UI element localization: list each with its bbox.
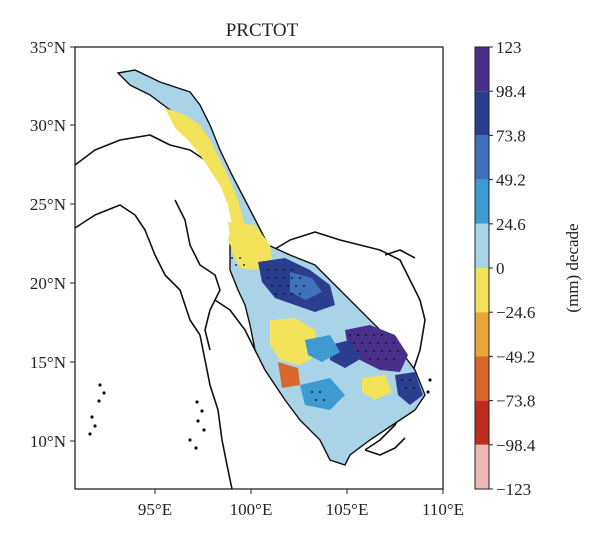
map-title: PRCTOT	[226, 20, 299, 41]
x-axis: 95°E 100°E 105°E 110°E	[138, 489, 464, 519]
y-tick-label: 35°N	[30, 38, 66, 57]
basin-trend-field	[116, 69, 426, 466]
colorbar-tick-label: 49.2	[496, 171, 526, 190]
colorbar-segment	[475, 47, 489, 92]
y-tick-label: 20°N	[30, 274, 66, 293]
colorbar-tick-label: −123	[496, 480, 531, 499]
colorbar-tick-label: −98.4	[496, 436, 536, 455]
y-tick-label: 30°N	[30, 116, 66, 135]
colorbar-tick-label: −49.2	[496, 347, 535, 366]
colorbar-segment	[475, 223, 489, 268]
x-tick-label: 110°E	[422, 500, 464, 519]
y-tick-label: 25°N	[30, 195, 66, 214]
x-tick-label: 95°E	[138, 500, 172, 519]
colorbar-tick-label: 24.6	[496, 215, 526, 234]
colorbar-tick-label: 98.4	[496, 82, 526, 101]
colorbar-label: (mm) decade	[563, 223, 582, 312]
colorbar-segment	[475, 135, 489, 180]
colorbar-segment	[475, 179, 489, 224]
colorbar-segment	[475, 356, 489, 401]
colorbar-tick-label: −73.8	[496, 392, 535, 411]
colorbar-ticks: 123 98.4 73.8 49.2 24.6 0 −24.6 −49.2 −73.8 −98.4…	[489, 38, 536, 499]
colorbar-tick-label: 73.8	[496, 126, 526, 145]
colorbar-segments	[475, 47, 489, 489]
coastline-dots	[88, 378, 432, 450]
colorbar-tick-label: 123	[496, 38, 522, 57]
colorbar-segment	[475, 444, 489, 489]
colorbar-segment	[475, 312, 489, 357]
colorbar-segment	[475, 268, 489, 313]
significance-stipple	[231, 257, 415, 401]
x-tick-label: 100°E	[230, 500, 273, 519]
y-axis: 35°N 30°N 25°N 20°N 15°N 10°N	[30, 38, 75, 451]
colorbar-segment	[475, 91, 489, 136]
colorbar-tick-label: −24.6	[496, 303, 535, 322]
colorbar: 123 98.4 73.8 49.2 24.6 0 −24.6 −49.2 −73.8 −98.4…	[474, 38, 582, 499]
colorbar-tick-label: 0	[496, 259, 505, 278]
y-tick-label: 10°N	[30, 432, 66, 451]
x-tick-label: 105°E	[326, 500, 369, 519]
colorbar-segment	[475, 400, 489, 445]
y-tick-label: 15°N	[30, 353, 66, 372]
